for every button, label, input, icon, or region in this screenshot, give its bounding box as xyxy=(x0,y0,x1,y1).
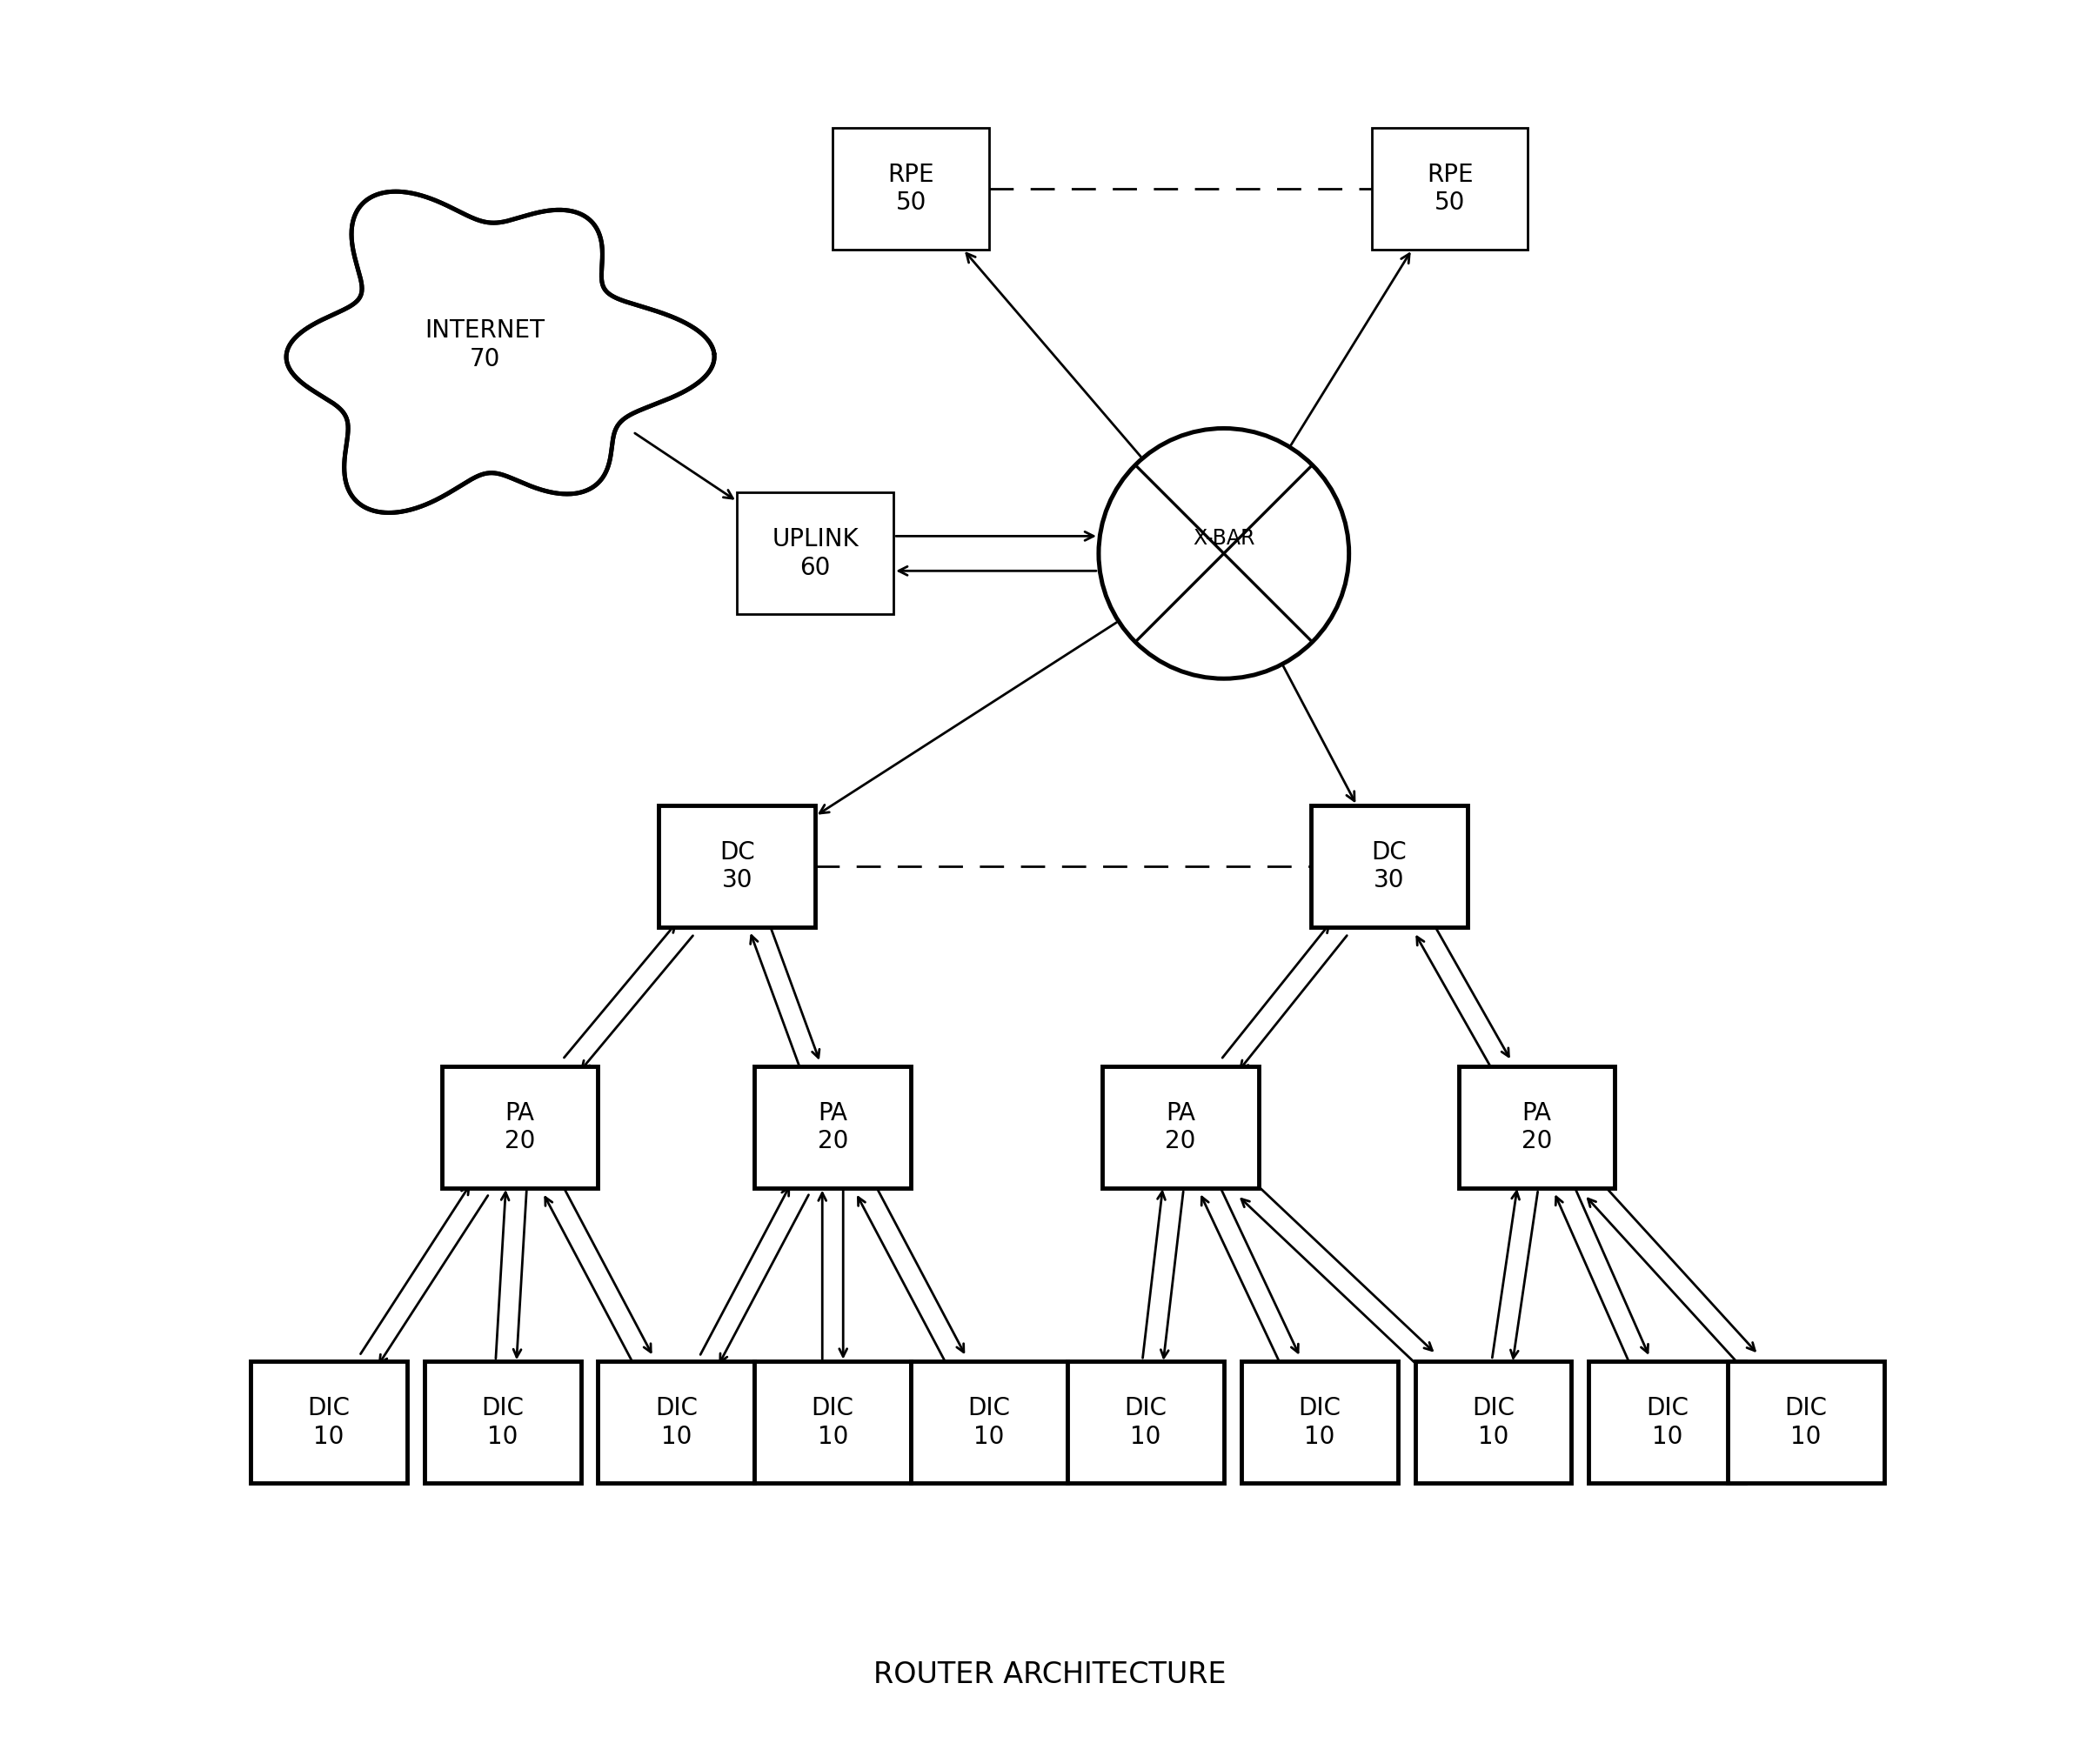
FancyBboxPatch shape xyxy=(441,1066,598,1188)
Text: DIC
10: DIC 10 xyxy=(1298,1396,1340,1449)
Text: DIC
10: DIC 10 xyxy=(1646,1396,1688,1449)
Text: RPE
50: RPE 50 xyxy=(888,163,934,215)
FancyBboxPatch shape xyxy=(1415,1362,1571,1484)
FancyBboxPatch shape xyxy=(1310,805,1468,928)
FancyBboxPatch shape xyxy=(754,1066,911,1188)
Text: DIC
10: DIC 10 xyxy=(1785,1396,1827,1449)
FancyBboxPatch shape xyxy=(1371,128,1529,248)
Text: UPLINK
60: UPLINK 60 xyxy=(773,527,859,579)
Text: ROUTER ARCHITECTURE: ROUTER ARCHITECTURE xyxy=(874,1661,1226,1689)
Text: DIC
10: DIC 10 xyxy=(481,1396,523,1449)
FancyBboxPatch shape xyxy=(1102,1066,1258,1188)
FancyBboxPatch shape xyxy=(737,493,895,614)
FancyBboxPatch shape xyxy=(1590,1362,1745,1484)
Text: INTERNET
70: INTERNET 70 xyxy=(424,318,546,371)
FancyBboxPatch shape xyxy=(250,1362,407,1484)
FancyBboxPatch shape xyxy=(1459,1066,1615,1188)
Text: DIC
10: DIC 10 xyxy=(811,1396,855,1449)
FancyBboxPatch shape xyxy=(659,805,815,928)
Text: RPE
50: RPE 50 xyxy=(1426,163,1472,215)
Circle shape xyxy=(1098,429,1348,679)
FancyBboxPatch shape xyxy=(911,1362,1067,1484)
FancyBboxPatch shape xyxy=(1241,1362,1399,1484)
FancyBboxPatch shape xyxy=(598,1362,754,1484)
Text: DIC
10: DIC 10 xyxy=(968,1396,1010,1449)
FancyBboxPatch shape xyxy=(754,1362,911,1484)
Text: PA
20: PA 20 xyxy=(817,1101,848,1153)
FancyBboxPatch shape xyxy=(1728,1362,1884,1484)
Text: DC
30: DC 30 xyxy=(720,840,754,892)
Polygon shape xyxy=(286,191,714,513)
Text: X-BAR: X-BAR xyxy=(1193,528,1256,550)
FancyBboxPatch shape xyxy=(1067,1362,1224,1484)
Text: DIC
10: DIC 10 xyxy=(1124,1396,1168,1449)
Text: PA
20: PA 20 xyxy=(1166,1101,1195,1153)
Text: DIC
10: DIC 10 xyxy=(1472,1396,1514,1449)
Text: PA
20: PA 20 xyxy=(1520,1101,1552,1153)
Text: PA
20: PA 20 xyxy=(504,1101,536,1153)
Text: DIC
10: DIC 10 xyxy=(307,1396,351,1449)
FancyBboxPatch shape xyxy=(834,128,989,248)
Text: DC
30: DC 30 xyxy=(1371,840,1407,892)
Text: DIC
10: DIC 10 xyxy=(655,1396,697,1449)
FancyBboxPatch shape xyxy=(424,1362,582,1484)
